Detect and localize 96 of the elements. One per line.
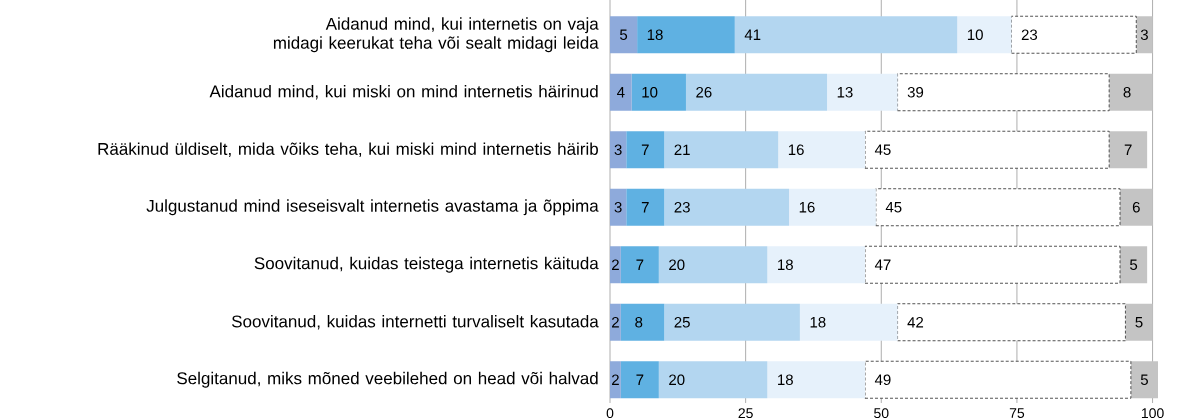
bar — [610, 361, 621, 399]
x-tick-label: 0 — [606, 408, 614, 419]
data-label: 20 — [669, 259, 685, 271]
bar — [734, 16, 958, 54]
bar — [1120, 246, 1148, 284]
bar — [827, 73, 898, 111]
data-label: 8 — [635, 316, 643, 328]
bar — [864, 130, 1110, 169]
bar — [767, 361, 866, 399]
data-label: 7 — [1124, 144, 1132, 155]
data-label: 45 — [885, 202, 902, 213]
bar — [1011, 15, 1137, 54]
bar — [658, 246, 768, 284]
data-label: 18 — [810, 316, 826, 328]
data-label: 18 — [778, 259, 793, 271]
data-label: 10 — [967, 29, 983, 41]
bar — [789, 188, 876, 226]
bar — [620, 246, 659, 284]
bar — [875, 188, 1121, 227]
data-label: 20 — [669, 374, 685, 386]
y-tick-label: Julgustanud mind iseseisvalt internetis avastama ja õppima — [146, 199, 599, 216]
data-label: 39 — [907, 86, 924, 98]
data-label: 2 — [612, 374, 619, 385]
bar — [620, 303, 665, 341]
data-label: 49 — [874, 374, 891, 386]
bar — [610, 73, 632, 111]
data-label: 23 — [674, 201, 690, 213]
data-label: 4 — [617, 87, 625, 98]
data-label: 7 — [636, 259, 644, 270]
bar — [1109, 73, 1153, 111]
x-tick-label: 25 — [738, 408, 753, 419]
data-label: 8 — [1123, 86, 1131, 98]
data-label: 21 — [674, 144, 690, 155]
data-label: 16 — [788, 144, 804, 156]
y-tick-label: Soovitanud, kuidas teistega internetis käituda — [254, 256, 599, 273]
x-tick-label: 75 — [1009, 408, 1025, 418]
bar — [1125, 303, 1153, 341]
data-label: 5 — [619, 29, 628, 40]
bar — [1120, 188, 1153, 226]
bar — [897, 303, 1126, 342]
data-label: 5 — [1140, 374, 1148, 385]
data-label: 10 — [642, 86, 658, 98]
data-label: 26 — [696, 86, 712, 98]
y-tick-label: Aidanud mind, kui internetis on vaja midagi keerukat teha või sealt midagi leida — [273, 17, 599, 53]
data-label: 45 — [874, 144, 891, 155]
x-tick-label: 100 — [1141, 408, 1164, 419]
data-label: 16 — [799, 201, 815, 213]
y-tick-label: Selgitanud, miks mõned veebilehed on head või halvad — [177, 371, 598, 388]
bar — [610, 16, 638, 54]
data-label: 42 — [907, 317, 924, 328]
bar — [626, 131, 665, 169]
data-label: 18 — [647, 29, 663, 41]
data-label: 3 — [1140, 29, 1148, 41]
bar — [664, 188, 790, 226]
bar — [778, 131, 866, 169]
bar — [610, 131, 627, 169]
bar — [610, 246, 621, 284]
data-label: 18 — [778, 374, 793, 386]
bar — [1130, 361, 1158, 399]
data-label: 6 — [1132, 201, 1140, 213]
bar — [685, 73, 828, 111]
data-label: 5 — [1130, 259, 1138, 270]
bar — [664, 303, 800, 341]
y-tick-label: Rääkinud üldiselt, mida võiks teha, kui miski mind internetis häirib — [98, 142, 598, 157]
bar — [637, 16, 735, 54]
data-label: 41 — [744, 29, 761, 40]
data-label: 25 — [674, 316, 690, 328]
bar — [664, 131, 779, 169]
bar — [631, 73, 686, 111]
bar — [610, 188, 627, 226]
data-label: 47 — [874, 259, 891, 270]
bar — [864, 245, 1121, 284]
data-label: 13 — [837, 86, 853, 98]
bar — [610, 303, 621, 341]
data-label: 23 — [1021, 29, 1038, 41]
data-label: 3 — [614, 144, 622, 156]
x-tick-label: 50 — [874, 408, 889, 419]
bar — [767, 246, 866, 284]
y-tick-label: Soovitanud, kuidas internetti turvaliselt kasutada — [231, 315, 599, 330]
data-label: 2 — [612, 259, 619, 270]
bar — [620, 361, 659, 399]
bar — [1109, 131, 1148, 169]
y-tick-label: Aidanud mind, kui miski on mind internetis häirinud — [209, 85, 598, 100]
data-label: 7 — [636, 374, 644, 385]
bar — [658, 361, 768, 399]
bar — [1136, 16, 1153, 54]
data-label: 3 — [614, 201, 622, 213]
data-label: 7 — [641, 144, 649, 155]
data-label: 2 — [612, 317, 619, 328]
bar — [897, 73, 1110, 112]
bar — [799, 303, 898, 341]
data-label: 7 — [641, 202, 649, 213]
bar — [626, 188, 665, 226]
data-label: 5 — [1135, 317, 1143, 328]
bar — [957, 16, 1012, 54]
bar — [864, 360, 1132, 399]
